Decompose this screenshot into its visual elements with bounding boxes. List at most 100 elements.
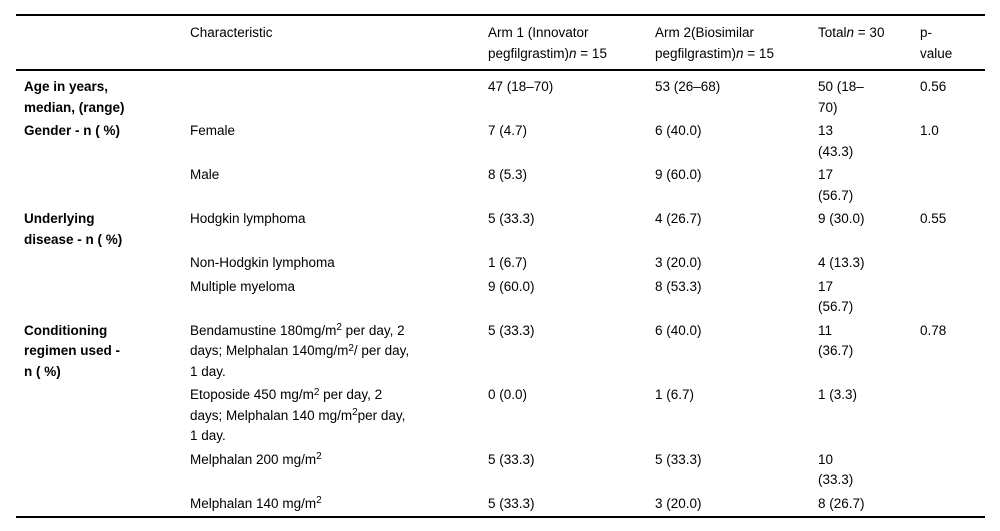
- text-segment: per day, 2 days; Melphalan 140 mg/m: [190, 387, 383, 423]
- arm1-cell: 5 (33.3): [488, 211, 535, 226]
- characteristic-cell: Melphalan 140 mg/m2: [190, 493, 488, 518]
- table-row-multiple-myeloma: Multiple myeloma 9 (60.0) 8 (53.3) 17 (5…: [16, 276, 985, 320]
- header-arm1-cell: Arm 1 (Innovator pegfilgrastim)n = 15: [488, 15, 655, 70]
- arm1-cell: 0 (0.0): [488, 387, 528, 402]
- patient-characteristics-table: Characteristic Arm 1 (Innovator pegfilgr…: [16, 14, 985, 518]
- group-cell: [16, 252, 190, 276]
- italic-n: n: [846, 25, 855, 40]
- characteristic-cell: Female: [190, 123, 236, 138]
- total-cell: 1 (3.3): [818, 387, 858, 402]
- characteristic-cell: Male: [190, 167, 220, 182]
- arm2-cell: 6 (40.0): [655, 123, 702, 138]
- text-segment: = 30: [854, 25, 885, 40]
- arm1-cell: 5 (33.3): [488, 495, 535, 511]
- header-pvalue-cell: p- value: [920, 25, 953, 61]
- table-row-hodgkin: Underlying disease - n ( %) Hodgkin lymp…: [16, 208, 985, 252]
- characteristic-cell: Multiple myeloma: [190, 278, 296, 294]
- text-segment: Melphalan 200 mg/m: [190, 451, 317, 467]
- arm2-cell: 1 (6.7): [655, 387, 695, 402]
- table-body: Age in years, median, (range) 47 (18–70)…: [16, 70, 985, 517]
- text-segment: Melphalan 140 mg/m: [190, 495, 317, 511]
- arm1-cell: 47 (18–70): [488, 79, 554, 94]
- pvalue-cell: 0.55: [920, 211, 947, 226]
- arm1-cell: 7 (4.7): [488, 123, 528, 138]
- pvalue-cell: 0.78: [920, 322, 947, 338]
- pvalue-cell: [920, 449, 985, 493]
- pvalue-cell: [920, 276, 985, 320]
- pvalue-cell: [920, 252, 985, 276]
- arm1-cell: 5 (33.3): [488, 451, 535, 467]
- pvalue-cell: [920, 164, 985, 208]
- text-segment: Total: [818, 25, 847, 40]
- header-characteristic-cell: Characteristic: [190, 25, 273, 40]
- arm2-cell: 5 (33.3): [655, 451, 702, 467]
- total-cell: 10 (33.3): [818, 451, 854, 488]
- text-segment: = 15: [576, 45, 607, 61]
- italic-n: n: [569, 45, 577, 61]
- group-cell: Underlying disease - n ( %): [24, 211, 123, 247]
- table-row-etoposide: Etoposide 450 mg/m2 per day, 2 days; Mel…: [16, 384, 985, 449]
- total-cell: 11 (36.7): [818, 322, 854, 359]
- text-segment: Arm 2(Biosimilar pegfilgrastim): [655, 25, 755, 61]
- text-segment: per day, 1 day.: [190, 407, 406, 444]
- group-cell: Conditioning regimen used - n ( %): [24, 322, 121, 379]
- total-cell: 9 (30.0): [818, 211, 865, 226]
- table-row-bendamustine: Conditioning regimen used - n ( %) Benda…: [16, 320, 985, 385]
- arm2-cell: 3 (20.0): [655, 255, 702, 270]
- group-cell: [16, 164, 190, 208]
- table-row-female: Gender - n ( %) Female 7 (4.7) 6 (40.0) …: [16, 120, 985, 164]
- total-cell: 50 (18– 70): [818, 79, 864, 115]
- superscript-2: 2: [313, 386, 320, 398]
- group-cell: [16, 493, 190, 518]
- arm2-cell: 6 (40.0): [655, 322, 702, 338]
- header-arm2-cell: Arm 2(Biosimilar pegfilgrastim)n = 15: [655, 15, 818, 70]
- text-segment: / per day, 1 day.: [190, 343, 410, 379]
- arm2-cell: 53 (26–68): [655, 79, 721, 94]
- text-segment: Etoposide 450 mg/m: [190, 387, 314, 402]
- total-cell: 13 (43.3): [818, 123, 854, 159]
- pvalue-cell: [920, 493, 985, 518]
- total-cell: 8 (26.7): [818, 495, 865, 511]
- total-cell: 4 (13.3): [818, 255, 865, 270]
- pvalue-cell: 0.56: [920, 79, 947, 94]
- total-cell: 17 (56.7): [818, 167, 854, 203]
- header-total-cell: Totaln = 30: [818, 15, 920, 70]
- arm1-cell: 1 (6.7): [488, 255, 528, 270]
- group-cell: Gender - n ( %): [24, 123, 121, 138]
- arm1-cell: 8 (5.3): [488, 167, 528, 182]
- superscript-2: 2: [316, 495, 322, 506]
- group-cell: [16, 449, 190, 493]
- characteristic-cell: Bendamustine 180mg/m2 per day, 2 days; M…: [190, 320, 488, 385]
- table-row-melphalan-200: Melphalan 200 mg/m2 5 (33.3) 5 (33.3) 10…: [16, 449, 985, 493]
- table-row-male: Male 8 (5.3) 9 (60.0) 17 (56.7): [16, 164, 985, 208]
- arm2-cell: 3 (20.0): [655, 495, 702, 511]
- characteristic-cell: [190, 70, 488, 120]
- characteristic-cell: Hodgkin lymphoma: [190, 211, 306, 226]
- header-group-cell: [16, 15, 190, 70]
- superscript-2: 2: [336, 322, 342, 333]
- superscript-2: 2: [348, 342, 354, 354]
- text-segment: per day, 2 days; Melphalan 140mg/m: [190, 322, 405, 359]
- table-row-non-hodgkin: Non-Hodgkin lymphoma 1 (6.7) 3 (20.0) 4 …: [16, 252, 985, 276]
- characteristic-cell: Etoposide 450 mg/m2 per day, 2 days; Mel…: [190, 384, 488, 449]
- group-cell: Age in years, median, (range): [24, 79, 125, 115]
- arm2-cell: 8 (53.3): [655, 278, 702, 294]
- table-row-age: Age in years, median, (range) 47 (18–70)…: [16, 70, 985, 120]
- characteristic-cell: Melphalan 200 mg/m2: [190, 449, 488, 493]
- total-cell: 17 (56.7): [818, 278, 854, 315]
- arm1-cell: 5 (33.3): [488, 322, 535, 338]
- table-header: Characteristic Arm 1 (Innovator pegfilgr…: [16, 15, 985, 70]
- arm1-cell: 9 (60.0): [488, 278, 535, 294]
- arm2-cell: 4 (26.7): [655, 211, 702, 226]
- superscript-2: 2: [316, 451, 322, 462]
- table-row-melphalan-140: Melphalan 140 mg/m2 5 (33.3) 3 (20.0) 8 …: [16, 493, 985, 518]
- group-cell: [16, 276, 190, 320]
- superscript-2: 2: [352, 407, 358, 418]
- italic-n: n: [736, 45, 744, 61]
- characteristic-cell: Non-Hodgkin lymphoma: [190, 255, 335, 270]
- pvalue-cell: 1.0: [920, 123, 939, 138]
- text-segment: Arm 1 (Innovator pegfilgrastim): [488, 25, 589, 61]
- text-segment: Bendamustine 180mg/m: [190, 322, 337, 338]
- text-segment: = 15: [743, 45, 774, 61]
- header-row: Characteristic Arm 1 (Innovator pegfilgr…: [16, 15, 985, 70]
